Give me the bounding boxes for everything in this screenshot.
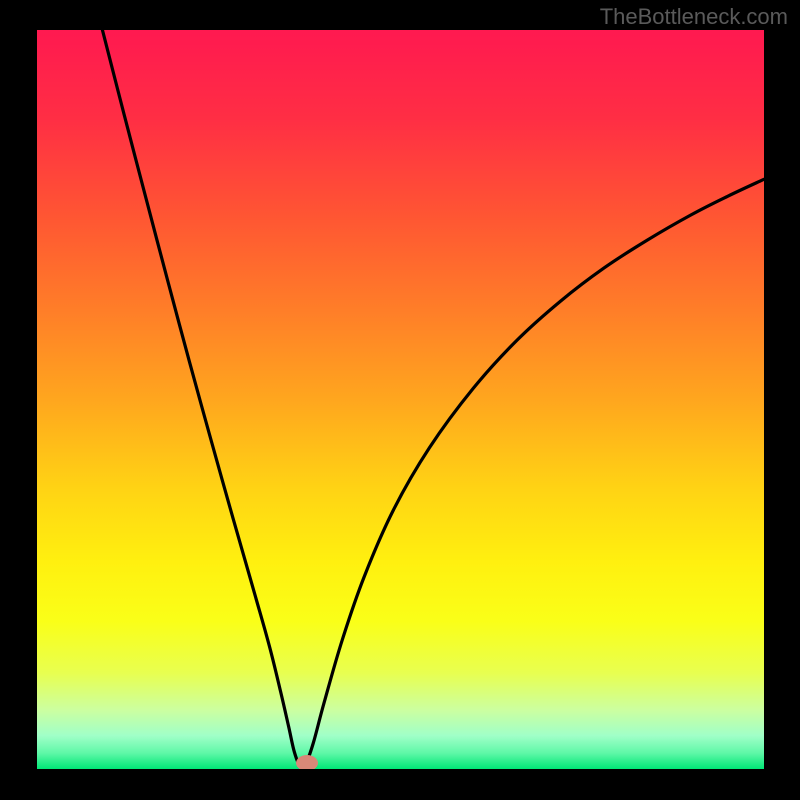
bottleneck-curve xyxy=(37,30,764,769)
optimal-point-marker xyxy=(296,755,318,769)
chart-plot-area xyxy=(37,30,764,769)
watermark-text: TheBottleneck.com xyxy=(600,4,788,30)
